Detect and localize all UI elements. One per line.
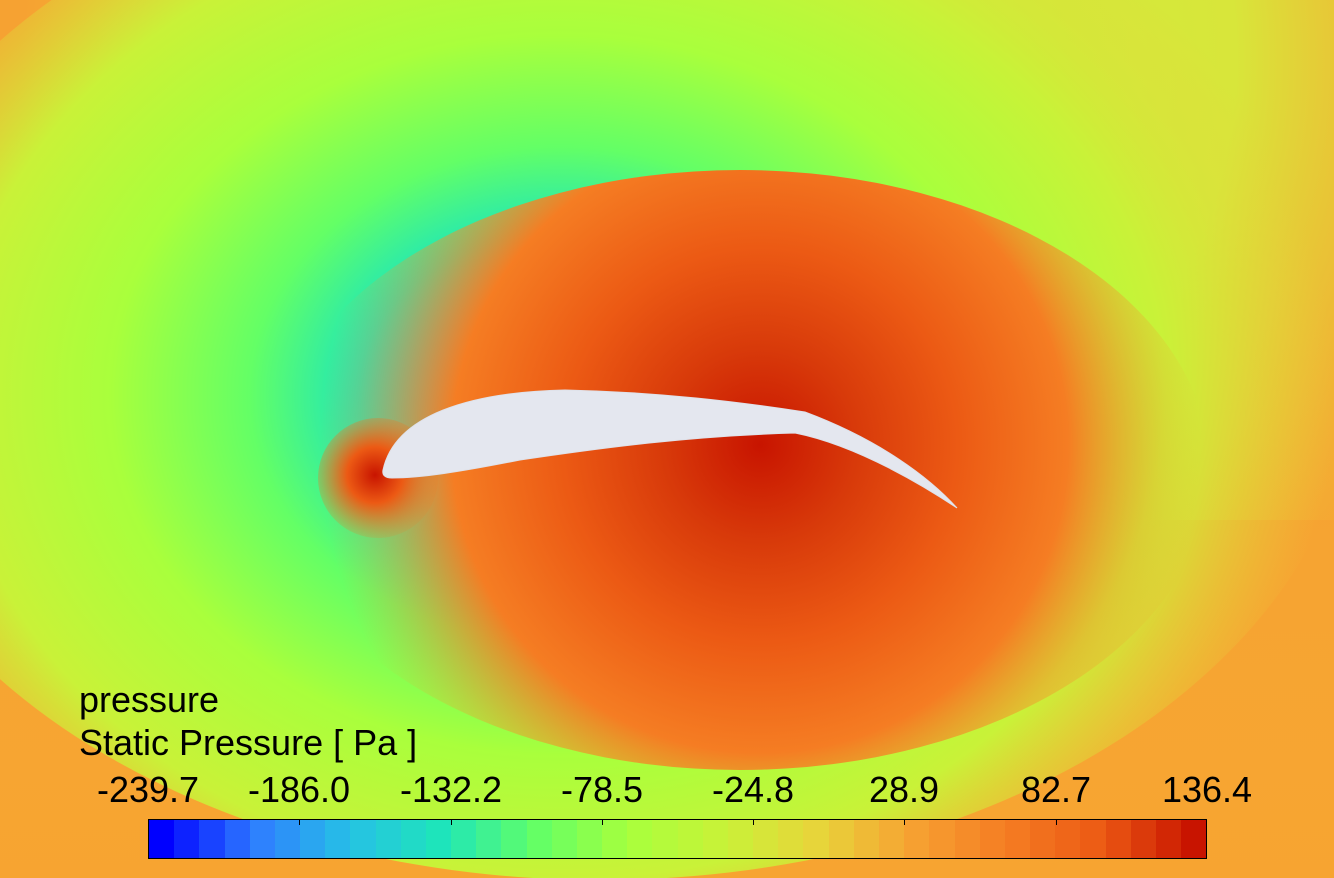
colorbar-tick-label: 136.4 [1161, 769, 1253, 810]
colorbar-band [476, 820, 502, 858]
colorbar-tick-mark [904, 819, 905, 825]
pressure-side-region [270, 170, 1210, 770]
colorbar-band [627, 820, 653, 858]
colorbar-band [652, 820, 678, 858]
colorbar-band [551, 820, 577, 858]
colorbar-band [1080, 820, 1106, 858]
colorbar-band [753, 820, 779, 858]
colorbar-band [803, 820, 829, 858]
colorbar-tick-mark [602, 819, 603, 825]
colorbar-band [878, 820, 905, 858]
colorbar-tick-label: -78.5 [560, 769, 644, 810]
colorbar-band [149, 820, 175, 858]
colorbar-tick-label: -186.0 [247, 769, 351, 810]
colorbar-band [1155, 820, 1182, 858]
colorbar-band [300, 820, 326, 858]
colorbar-band [727, 820, 754, 858]
colorbar-tick-mark [753, 819, 754, 825]
colorbar-band [1055, 820, 1081, 858]
colorbar-band [1030, 820, 1056, 858]
colorbar-band [1004, 820, 1031, 858]
colorbar-band [425, 820, 452, 858]
colorbar-band [1181, 820, 1207, 858]
colorbar-tick-mark [451, 819, 452, 825]
colorbar-band [576, 820, 603, 858]
colorbar-band [1130, 820, 1156, 858]
colorbar-tick-label: -24.8 [711, 769, 795, 810]
colorbar-band [274, 820, 301, 858]
airfoil-body [382, 389, 958, 509]
colorbar-band [954, 820, 980, 858]
colorbar-band [828, 820, 854, 858]
colorbar-tick-mark [1056, 819, 1057, 825]
colorbar-band [249, 820, 275, 858]
colorbar-band [400, 820, 426, 858]
colorbar-band [929, 820, 955, 858]
colorbar-band [778, 820, 804, 858]
colorbar-band [325, 820, 351, 858]
colorbar-band [979, 820, 1005, 858]
colorbar [148, 819, 1207, 859]
colorbar-tick-label: 28.9 [868, 769, 940, 810]
colorbar-band [451, 820, 477, 858]
legend-variable-label: Static Pressure [ Pa ] [79, 722, 418, 763]
colorbar-band [350, 820, 376, 858]
colorbar-band [904, 820, 930, 858]
colorbar-band [677, 820, 703, 858]
colorbar-tick-mark [299, 819, 300, 825]
colorbar-band [526, 820, 552, 858]
colorbar-band [199, 820, 225, 858]
colorbar-tick-label: 82.7 [1020, 769, 1092, 810]
colorbar-band [375, 820, 401, 858]
colorbar-band [1105, 820, 1131, 858]
colorbar-band [501, 820, 527, 858]
colorbar-tick-label: -239.7 [96, 769, 200, 810]
colorbar-band [224, 820, 250, 858]
legend-title: pressure [79, 679, 220, 720]
colorbar-band [602, 820, 628, 858]
colorbar-band [853, 820, 879, 858]
colorbar-tick-label: -132.2 [399, 769, 503, 810]
colorbar-band [174, 820, 200, 858]
colorbar-band [702, 820, 728, 858]
